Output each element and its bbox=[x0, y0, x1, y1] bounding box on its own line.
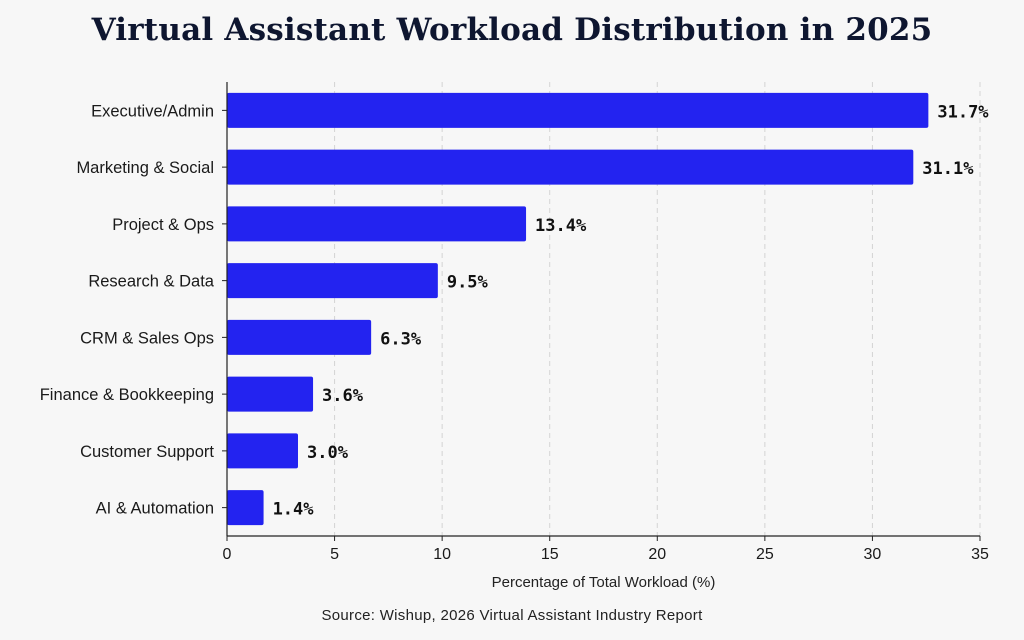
data-label: 1.4% bbox=[273, 500, 315, 520]
x-tick-label: 0 bbox=[223, 546, 232, 563]
x-tick-label: 15 bbox=[541, 546, 559, 563]
bar bbox=[227, 433, 298, 469]
x-tick-label: 25 bbox=[756, 546, 774, 563]
category-label: Customer Support bbox=[80, 443, 214, 461]
category-label: Research & Data bbox=[88, 273, 214, 291]
bar bbox=[227, 206, 527, 242]
chart-title: Virtual Assistant Workload Distribution … bbox=[91, 12, 933, 48]
bar bbox=[227, 263, 438, 299]
bar bbox=[227, 319, 372, 355]
data-label: 13.4% bbox=[535, 216, 587, 236]
data-label: 3.6% bbox=[322, 386, 364, 406]
data-label: 6.3% bbox=[380, 329, 422, 349]
bar bbox=[227, 149, 914, 185]
data-label: 9.5% bbox=[447, 273, 489, 293]
data-label: 31.1% bbox=[922, 159, 974, 179]
x-axis-title: Percentage of Total Workload (%) bbox=[492, 574, 716, 591]
bar bbox=[227, 490, 264, 526]
x-tick-label: 10 bbox=[433, 546, 451, 563]
category-label: Project & Ops bbox=[112, 216, 214, 234]
x-tick-label: 20 bbox=[648, 546, 666, 563]
category-label: Executive/Admin bbox=[91, 102, 214, 120]
x-tick-label: 30 bbox=[864, 546, 882, 563]
x-tick-label: 35 bbox=[971, 546, 989, 563]
category-label: CRM & Sales Ops bbox=[80, 329, 214, 347]
data-label: 3.0% bbox=[307, 443, 349, 463]
category-label: Finance & Bookkeeping bbox=[40, 386, 214, 404]
category-label: AI & Automation bbox=[96, 500, 214, 518]
bar bbox=[227, 92, 929, 128]
source-note: Source: Wishup, 2026 Virtual Assistant I… bbox=[321, 607, 703, 624]
bar bbox=[227, 376, 314, 412]
category-label: Marketing & Social bbox=[76, 159, 214, 177]
x-tick-label: 5 bbox=[330, 546, 339, 563]
data-label: 31.7% bbox=[937, 102, 989, 122]
